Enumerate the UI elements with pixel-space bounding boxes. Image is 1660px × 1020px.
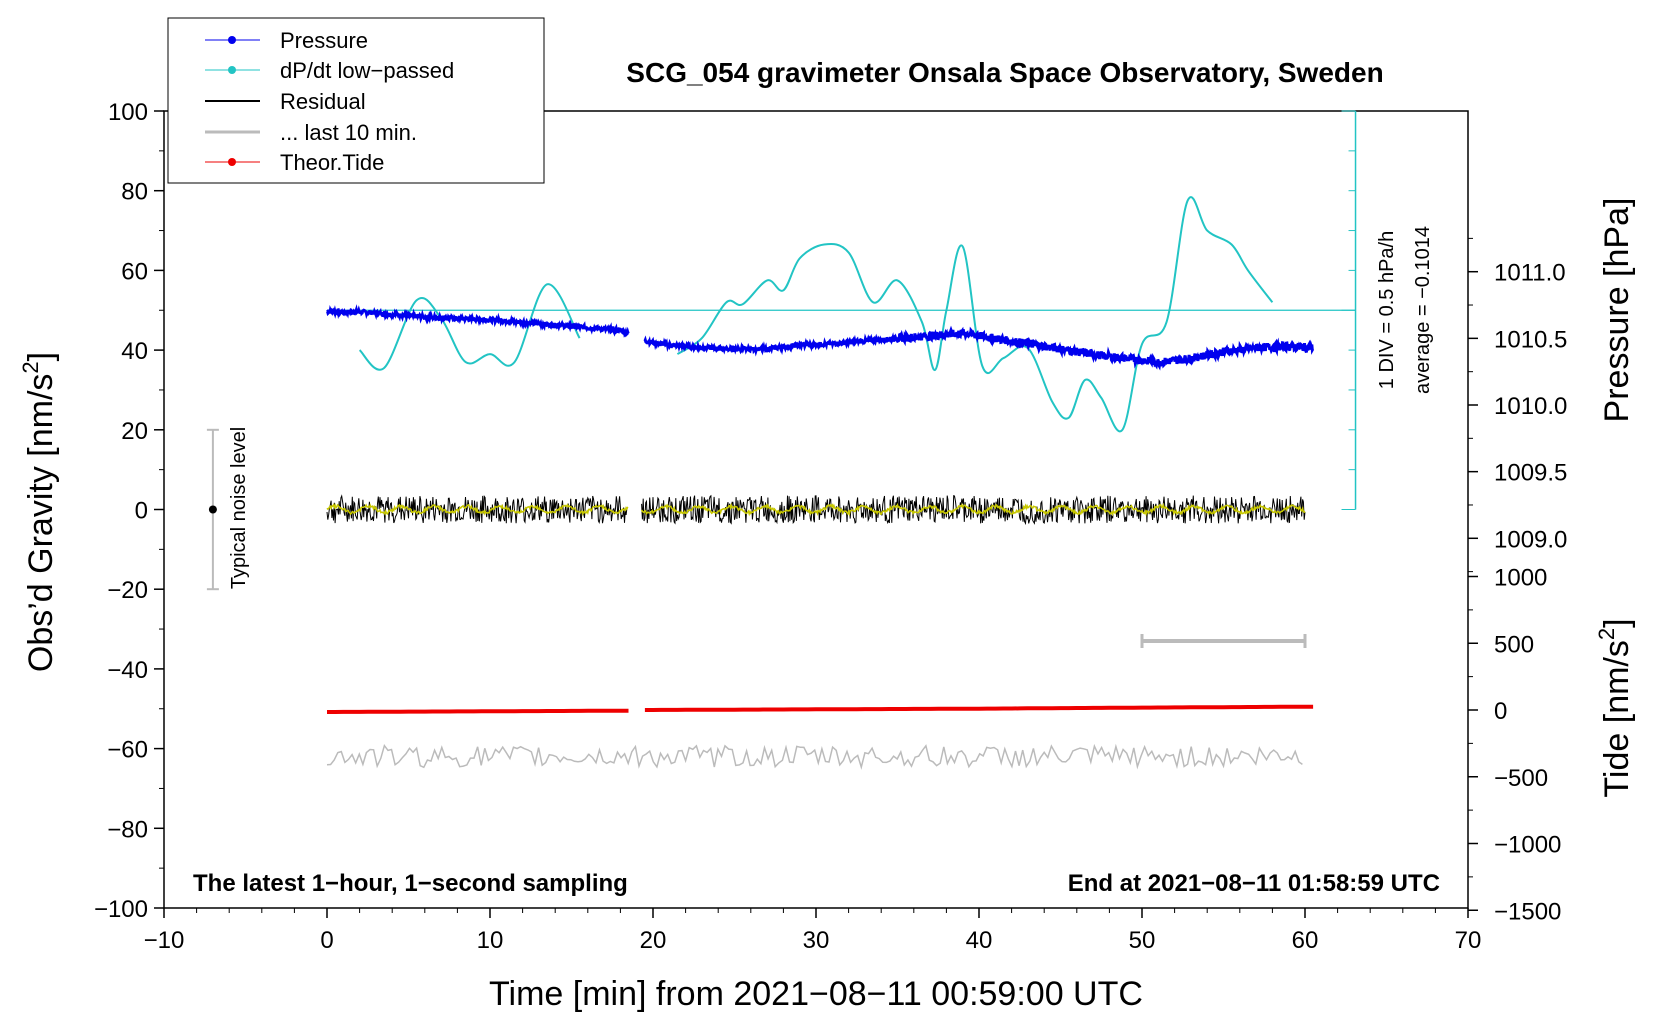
pressure-tick-label: 1009.0 <box>1494 526 1567 553</box>
x-tick-label: 50 <box>1129 927 1156 954</box>
y-tick-label: −100 <box>94 896 148 923</box>
y-tick-label: 60 <box>121 258 148 285</box>
y-tick-label: −80 <box>107 816 148 843</box>
pressure-line <box>326 304 630 338</box>
tide-tick-label: 500 <box>1494 631 1534 658</box>
pressure-tick-label: 1010.5 <box>1494 326 1567 353</box>
x-tick-label: −10 <box>144 927 185 954</box>
noise-level-dot <box>208 505 217 514</box>
dpdt-scale-bar <box>327 110 1357 510</box>
tide-axis-ticks: 1000 500 0 −500 −1000 −1500 <box>1468 565 1561 925</box>
pressure-axis-ticks: 1011.0 1010.5 1010.0 1009.5 1009.0 <box>1468 237 1567 573</box>
residual-series <box>326 494 1306 526</box>
tide-axis-title-close: ] <box>1598 618 1636 627</box>
end-time-note: End at 2021−08−11 01:58:59 UTC <box>1068 870 1440 897</box>
legend-last10: ... last 10 min. <box>280 120 417 145</box>
x-tick-label: 60 <box>1292 927 1319 954</box>
dpdt-series <box>358 196 1274 433</box>
x-tick-label: 0 <box>320 927 333 954</box>
y-tick-label: −20 <box>107 577 148 604</box>
residual-offset-line <box>326 743 1303 770</box>
y-tick-label: 0 <box>135 498 148 525</box>
tide-tick-label: −1500 <box>1494 898 1561 925</box>
legend-pressure: Pressure <box>280 28 368 53</box>
tide-line <box>327 708 629 714</box>
y-tick-label: −40 <box>107 657 148 684</box>
x-tick-label: 30 <box>803 927 830 954</box>
pressure-tick-label: 1010.0 <box>1494 393 1567 420</box>
y-axis-title-sup: 2 <box>18 361 43 373</box>
y-axis-title: Obs’d Gravity [nm/s2] <box>18 352 60 672</box>
chart-title: SCG_054 gravimeter Onsala Space Observat… <box>626 57 1383 88</box>
y-tick-label: 100 <box>108 99 148 126</box>
residual-line <box>641 494 1306 526</box>
sampling-note: The latest 1−hour, 1−second sampling <box>193 870 628 897</box>
x-tick-label: 20 <box>640 927 667 954</box>
dpdt-line <box>358 283 581 371</box>
legend: Pressure dP/dt low−passed Residual ... l… <box>167 17 545 184</box>
residual-smooth-line <box>326 502 629 517</box>
legend-dpdt-dot <box>228 66 236 74</box>
legend-tide: Theor.Tide <box>280 150 384 175</box>
pressure-tick-label: 1011.0 <box>1494 260 1566 287</box>
y-tick-label: 40 <box>121 338 148 365</box>
y-tick-label: −60 <box>107 737 148 764</box>
tide-tick-label: −1000 <box>1494 832 1561 859</box>
tide-axis-title-main: Tide [nm/s <box>1598 640 1636 797</box>
pressure-line <box>643 325 1315 371</box>
legend-pressure-dot <box>228 36 236 44</box>
y-axis-title-main: Obs’d Gravity [nm/s <box>22 374 60 673</box>
residual-smooth-line <box>640 502 1306 517</box>
tide-axis-title: Tide [nm/s2] <box>1594 618 1636 797</box>
tide-tick-label: 0 <box>1494 698 1507 725</box>
x-tick-label: 70 <box>1455 927 1482 954</box>
tide-tick-label: 1000 <box>1494 565 1547 592</box>
pressure-series <box>326 304 1315 371</box>
div-label: 1 DIV = 0.5 hPa/h <box>1376 231 1398 389</box>
dpdt-line <box>676 196 1274 433</box>
x-axis-title: Time [min] from 2021−08−11 00:59:00 UTC <box>489 975 1143 1013</box>
average-label: average = −0.1014 <box>1412 226 1434 394</box>
pressure-tick-label: 1009.5 <box>1494 460 1567 487</box>
legend-tide-dot <box>228 158 236 166</box>
legend-dpdt: dP/dt low−passed <box>280 58 454 83</box>
tide-axis-title-sup: 2 <box>1594 628 1619 640</box>
tide-series <box>327 704 1314 714</box>
y-tick-label: 80 <box>121 179 148 206</box>
x-tick-label: 10 <box>477 927 504 954</box>
chart-annotations <box>206 428 219 591</box>
tide-tick-label: −500 <box>1494 765 1548 792</box>
pressure-axis-title: Pressure [hPa] <box>1598 198 1636 423</box>
y-axis-title-close: ] <box>22 352 60 361</box>
x-axis-ticks: −10 0 10 20 30 40 50 60 70 <box>144 908 1482 954</box>
last-10-min-series <box>326 634 1307 770</box>
x-tick-label: 40 <box>966 927 993 954</box>
noise-level-label: Typical noise level <box>228 427 250 589</box>
legend-residual: Residual <box>280 89 366 114</box>
tide-line <box>644 704 1314 712</box>
y-tick-label: 20 <box>121 418 148 445</box>
y-axis-ticks: 100 80 60 40 20 0 −20 −40 −60 −80 −100 <box>94 99 164 923</box>
